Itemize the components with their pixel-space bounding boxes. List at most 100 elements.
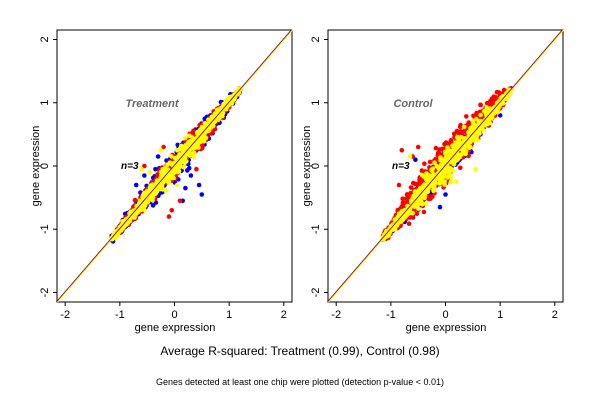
data-point	[438, 177, 443, 183]
data-point	[206, 127, 212, 133]
data-point	[422, 195, 427, 201]
r-squared-summary: Average R-squared: Treatment (0.99), Con…	[160, 344, 440, 358]
outlier-point	[399, 147, 405, 153]
y-tick-label: 1	[39, 100, 51, 106]
y-tick-label: 1	[310, 100, 322, 106]
data-point	[451, 131, 457, 137]
reference-line	[328, 29, 564, 303]
outlier-point	[443, 192, 448, 197]
x-axis-title: gene expression	[135, 322, 216, 334]
outlier-point	[158, 147, 164, 153]
data-point	[421, 209, 427, 215]
data-point	[429, 168, 435, 174]
data-point	[458, 165, 463, 171]
data-point	[169, 154, 174, 159]
outlier-point	[396, 182, 402, 188]
data-point	[424, 171, 429, 176]
data-point	[132, 197, 138, 203]
panel-treatment: -2 -1 0 1 2 -2 -1 0 1 2 Treatment n=3 gene expre…	[30, 29, 293, 334]
outlier-point	[454, 179, 459, 185]
outlier-point	[153, 166, 158, 172]
x-tick-label: 0	[171, 309, 177, 321]
data-point	[448, 174, 454, 180]
data-point	[441, 157, 446, 163]
outlier-point	[194, 166, 199, 172]
data-point	[460, 148, 466, 153]
outlier-point	[415, 144, 421, 150]
x-tick-label: -2	[60, 309, 70, 321]
identity-line	[56, 29, 293, 303]
data-point	[427, 159, 433, 165]
reference-line	[57, 29, 293, 303]
y-axis: -2 -1 0 1 2	[310, 36, 328, 297]
data-point	[464, 114, 469, 119]
y-tick-label: 0	[39, 163, 51, 169]
y-tick-label: -1	[39, 224, 51, 234]
outlier-point	[437, 204, 443, 210]
x-tick-label: 1	[226, 309, 232, 321]
x-tick-label: -2	[331, 309, 341, 321]
y-tick-label: 2	[310, 36, 322, 42]
data-point	[448, 138, 454, 143]
data-point	[400, 196, 406, 202]
data-point	[181, 164, 186, 170]
data-point	[437, 147, 442, 152]
data-point	[445, 145, 450, 150]
x-tick-label: 2	[281, 309, 287, 321]
data-point	[399, 204, 405, 209]
data-point	[422, 161, 427, 166]
outlier-point	[473, 166, 478, 172]
outlier-point	[133, 182, 139, 188]
y-axis-title: gene expression	[30, 126, 42, 207]
data-point	[466, 120, 472, 125]
data-point	[485, 121, 490, 127]
outlier-point	[199, 192, 205, 197]
data-point	[412, 181, 418, 186]
data-point	[430, 194, 435, 199]
outlier-point	[155, 154, 161, 159]
outlier-point	[196, 182, 202, 188]
outlier-point	[497, 91, 503, 96]
data-point	[160, 167, 166, 172]
data-point	[461, 129, 467, 134]
outlier-point	[147, 170, 153, 175]
outlier-point	[161, 144, 166, 150]
data-point	[416, 206, 421, 211]
data-point	[457, 124, 463, 130]
data-point	[183, 143, 188, 148]
outlier-point	[413, 157, 418, 162]
data-point	[433, 145, 439, 151]
data-point	[191, 150, 197, 155]
y-axis-title: gene expression	[301, 126, 313, 207]
outlier-point	[139, 166, 144, 172]
data-point	[455, 157, 461, 162]
y-tick-label: 2	[39, 36, 51, 42]
data-point	[474, 116, 479, 122]
data-point	[438, 162, 444, 168]
data-point	[430, 183, 435, 189]
outlier-point	[142, 173, 147, 178]
data-point	[164, 178, 169, 184]
x-tick-label: 2	[552, 309, 558, 321]
data-point	[470, 124, 475, 129]
outlier-point	[142, 163, 147, 169]
data-point	[196, 145, 201, 150]
data-point	[405, 193, 411, 198]
panel-title: Treatment	[126, 98, 180, 110]
data-point	[179, 143, 184, 149]
data-point	[144, 189, 150, 195]
y-tick-label: -2	[39, 288, 51, 298]
data-point	[392, 217, 398, 223]
data-point	[184, 159, 189, 164]
data-point	[478, 102, 483, 108]
x-axis: -2 -1 0 1 2	[60, 302, 287, 321]
data-point	[421, 174, 427, 179]
y-tick-label: -2	[310, 288, 322, 298]
data-point	[471, 113, 476, 119]
outlier-point	[188, 173, 194, 178]
data-point	[471, 137, 477, 143]
data-point	[423, 201, 429, 207]
data-point	[412, 189, 418, 194]
data-point	[150, 203, 156, 208]
